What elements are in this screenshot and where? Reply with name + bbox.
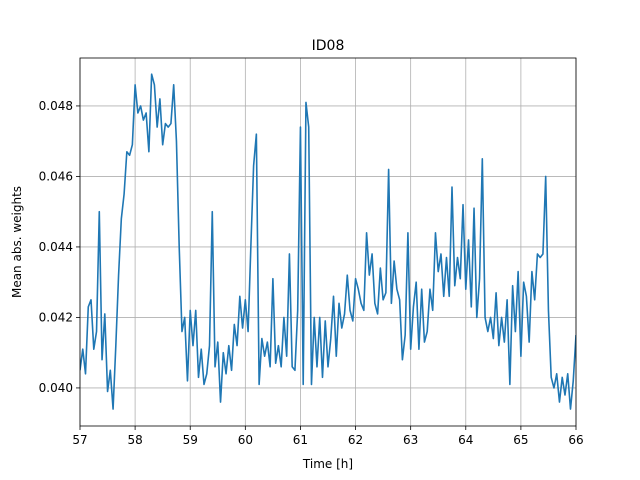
y-axis-label: Mean abs. weights: [10, 186, 24, 298]
data-line: [80, 73, 576, 410]
x-tick-label: 61: [293, 433, 308, 447]
x-tick-label: 65: [513, 433, 528, 447]
y-tick-label: 0.042: [39, 310, 73, 324]
y-tick-label: 0.048: [39, 99, 73, 113]
x-tick-label: 62: [348, 433, 363, 447]
x-tick-label: 64: [458, 433, 473, 447]
x-tick-label: 58: [127, 433, 142, 447]
chart-title: ID08: [312, 38, 345, 54]
plot-frame: [79, 57, 577, 427]
x-tick-label: 63: [403, 433, 418, 447]
x-tick-label: 57: [72, 433, 87, 447]
y-tick-label: 0.046: [39, 169, 73, 183]
x-axis-label: Time [h]: [302, 457, 353, 471]
y-tick-label: 0.040: [39, 381, 73, 395]
x-tick-label: 59: [183, 433, 198, 447]
y-tick-label: 0.044: [39, 240, 73, 254]
x-tick-label: 60: [238, 433, 253, 447]
x-tick-label: 66: [568, 433, 583, 447]
